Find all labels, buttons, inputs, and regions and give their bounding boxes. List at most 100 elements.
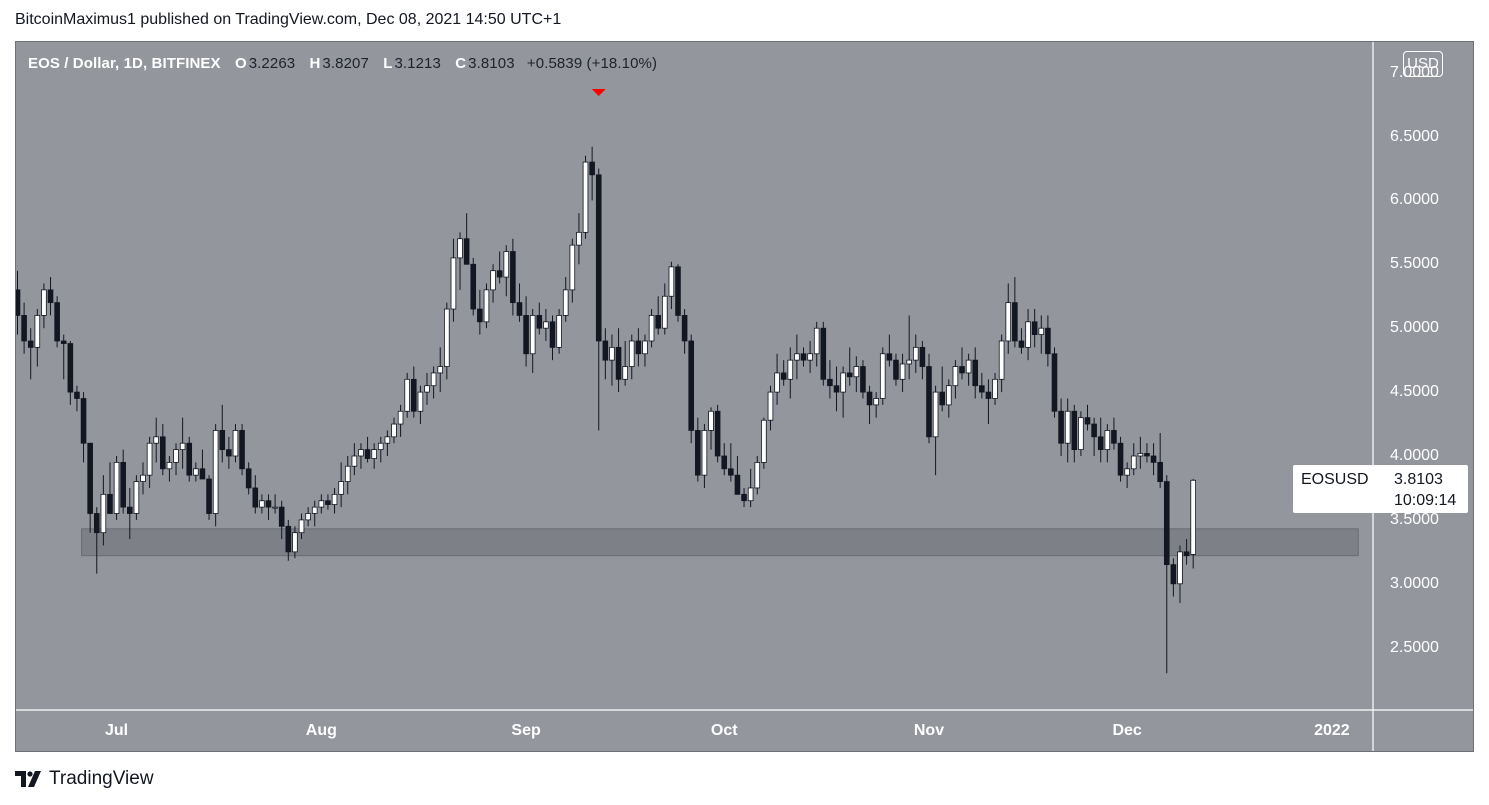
candle-body (377, 442, 384, 451)
candle-body (67, 343, 74, 393)
candle-body (589, 161, 595, 176)
candle (714, 404, 721, 463)
candle-body (866, 391, 873, 406)
candle (457, 232, 463, 290)
candle-body (226, 449, 232, 457)
candle-body (576, 231, 582, 246)
candle (754, 456, 761, 495)
candle-body (1025, 321, 1031, 348)
candle (919, 340, 926, 380)
candle (741, 487, 747, 508)
candle (959, 347, 965, 380)
x-tick-label: Dec (1112, 722, 1142, 739)
candle (364, 436, 371, 463)
candle (946, 379, 952, 418)
candle-body (681, 315, 688, 342)
candle-body (912, 346, 919, 361)
candle-body (846, 372, 853, 378)
candle (351, 443, 358, 476)
candle-body (457, 238, 463, 259)
candle-body (166, 461, 173, 470)
candle-body (292, 532, 298, 553)
candle-body (265, 500, 272, 508)
candle-body (932, 391, 939, 438)
currency-button[interactable]: USD (1403, 51, 1443, 77)
low-key: L (383, 55, 393, 72)
candlestick-chart[interactable] (16, 42, 1473, 751)
candle-body (1005, 302, 1012, 342)
candle-body (906, 359, 912, 365)
candle-body (160, 436, 166, 470)
candle (556, 309, 562, 354)
candle (543, 309, 549, 341)
candle (186, 436, 193, 482)
candle-body (470, 263, 477, 310)
candle (893, 353, 899, 386)
candle-body (675, 266, 681, 316)
x-tick-label: Aug (305, 722, 337, 739)
candle-body (661, 295, 668, 329)
candle-body (774, 372, 780, 393)
candle-body (41, 289, 47, 316)
candle (595, 168, 602, 431)
candle-body (60, 340, 67, 344)
candle (734, 456, 741, 495)
candle-body (364, 449, 371, 459)
candle-body (985, 391, 992, 399)
candle-body (556, 315, 562, 348)
candle (477, 289, 483, 335)
candle-body (655, 315, 661, 329)
candle-body (133, 481, 140, 514)
candle (569, 238, 576, 303)
candle (516, 283, 523, 322)
candle (265, 494, 272, 520)
candle-body (695, 430, 701, 476)
x-tick-label: Sep (511, 722, 541, 739)
x-tick-label: Jul (105, 722, 129, 739)
candle (952, 360, 959, 399)
candle (160, 424, 166, 476)
candle-body (1144, 453, 1150, 457)
candle-body (424, 385, 430, 393)
candle (87, 442, 93, 533)
candle (41, 283, 47, 329)
candle-body (430, 372, 437, 387)
top-marker-icon (591, 89, 606, 96)
candle-body (510, 251, 516, 304)
candle (298, 513, 305, 540)
symbol-legend: EOS / Dollar, 1D, BITFINEX O 3.2263 H 3.82… (28, 55, 657, 72)
candle-body (1117, 442, 1124, 476)
candle (305, 507, 311, 527)
candle (701, 424, 708, 488)
candle (278, 500, 285, 540)
candle (827, 360, 833, 399)
candle-body (595, 174, 602, 342)
candle (1190, 479, 1196, 569)
candle-body (1130, 455, 1137, 470)
candle (615, 328, 622, 393)
candle-body (126, 506, 133, 514)
candle (1038, 315, 1045, 354)
candle-body (893, 359, 899, 380)
candle (1091, 417, 1097, 456)
candle (496, 251, 503, 284)
chart-area[interactable]: EOS / Dollar, 1D, BITFINEX O 3.2263 H 3.82… (15, 41, 1474, 752)
candle (635, 328, 642, 367)
candle-body (1018, 340, 1025, 348)
candle (391, 417, 397, 444)
candle-body (946, 385, 952, 406)
candle-body (212, 430, 219, 514)
candle-body (668, 266, 675, 297)
y-tick-label: 3.0000 (1390, 574, 1439, 592)
candle (490, 264, 496, 303)
candle-body (278, 506, 285, 527)
candle-body (992, 378, 998, 399)
candle (767, 385, 774, 431)
open-key: O (234, 55, 247, 72)
candle-body (853, 366, 860, 378)
candle (939, 366, 945, 412)
candle-body (1157, 461, 1163, 482)
candle (1045, 315, 1051, 367)
candle-body (410, 378, 417, 412)
candle-body (569, 244, 576, 291)
